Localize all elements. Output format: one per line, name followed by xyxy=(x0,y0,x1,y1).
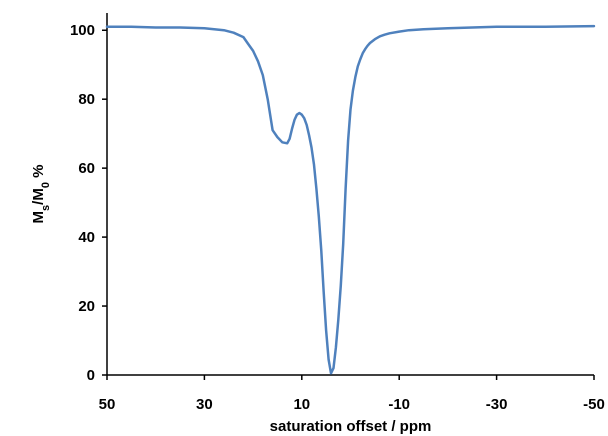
y-tick-label: 80 xyxy=(78,91,95,108)
x-tick-label: -10 xyxy=(388,396,410,413)
y-axis-title-subscript: s xyxy=(40,205,52,211)
y-axis-title-subscript: 0 xyxy=(40,182,52,188)
y-axis-title-part: % xyxy=(30,165,47,183)
y-tick-label: 100 xyxy=(70,22,95,39)
y-axis-title: Ms/M0 % xyxy=(30,165,52,224)
y-tick-label: 40 xyxy=(78,229,95,246)
x-ticks: 50 30 10 -10 -30 -50 xyxy=(99,375,605,413)
x-tick-label: -50 xyxy=(583,396,605,413)
y-axis-title-part: /M xyxy=(30,188,47,205)
y-axis-title-part: M xyxy=(30,211,47,224)
x-tick-label: 30 xyxy=(196,396,213,413)
y-tick-label: 0 xyxy=(87,367,95,384)
x-tick-label: -30 xyxy=(486,396,508,413)
y-axis-title-text: Ms/M0 % xyxy=(30,165,52,224)
x-tick-label: 50 xyxy=(99,396,116,413)
y-tick-label: 60 xyxy=(78,160,95,177)
axes xyxy=(106,13,594,376)
y-ticks: 0 20 40 60 80 100 xyxy=(70,22,107,384)
x-axis-title: saturation offset / ppm xyxy=(270,418,432,435)
y-tick-label: 20 xyxy=(78,298,95,315)
series-layer xyxy=(105,24,596,375)
series-line xyxy=(105,24,596,375)
x-tick-label: 10 xyxy=(293,396,310,413)
